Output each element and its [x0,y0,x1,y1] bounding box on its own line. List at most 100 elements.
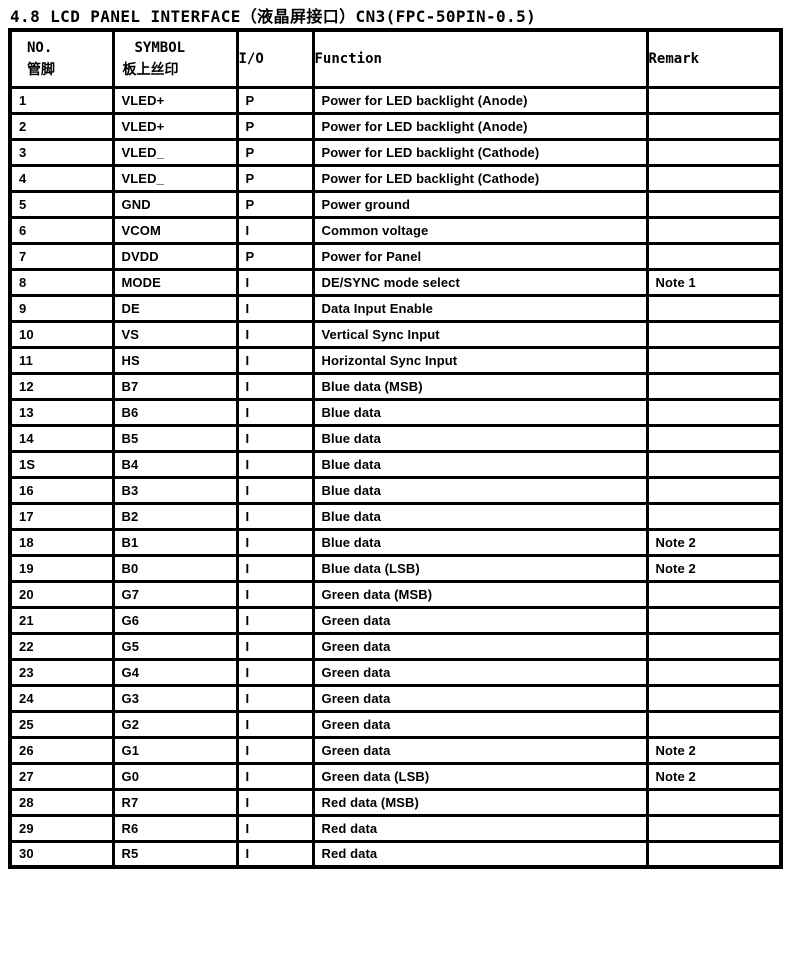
cell-symbol: MODE [111,267,239,297]
cell-io: I [235,579,315,609]
cell-io: I [235,449,315,479]
cell-function: Blue data [311,423,649,453]
table-row: 29 R6 I Red data [8,813,783,843]
cell-io: I [235,553,315,583]
cell-function: Green data [311,709,649,739]
table-row: 13 B6 I Blue data [8,397,783,427]
cell-symbol: VLED_ [111,163,239,193]
cell-function: Red data [311,839,649,869]
cell-no: 25 [8,709,115,739]
cell-remark [645,85,783,115]
cell-io: P [235,163,315,193]
table-row: 7 DVDD P Power for Panel [8,241,783,271]
table-row: 27 G0 I Green data (LSB) Note 2 [8,761,783,791]
cell-function: Common voltage [311,215,649,245]
cell-symbol: HS [111,345,239,375]
cell-symbol: G3 [111,683,239,713]
table-row: 10 VS I Vertical Sync Input [8,319,783,349]
cell-no: 24 [8,683,115,713]
cell-io: P [235,241,315,271]
table-row: 23 G4 I Green data [8,657,783,687]
cell-remark [645,241,783,271]
cell-io: I [235,397,315,427]
cell-function: Green data [311,657,649,687]
cell-function: Blue data [311,501,649,531]
cell-remark [645,111,783,141]
header-function: Function [311,28,649,89]
table-row: 16 B3 I Blue data [8,475,783,505]
cell-no: 28 [8,787,115,817]
cell-io: I [235,839,315,869]
cell-function: Power for LED backlight (Anode) [311,111,649,141]
cell-remark: Note 1 [645,267,783,297]
cell-io: I [235,215,315,245]
cell-symbol: DE [111,293,239,323]
table-row: 20 G7 I Green data (MSB) [8,579,783,609]
cell-io: I [235,787,315,817]
cell-function: Blue data (MSB) [311,371,649,401]
cell-function: Blue data (LSB) [311,553,649,583]
cell-function: Horizontal Sync Input [311,345,649,375]
cell-io: I [235,293,315,323]
table-row: 6 VCOM I Common voltage [8,215,783,245]
cell-remark [645,397,783,427]
cell-no: 30 [8,839,115,869]
cell-no: 29 [8,813,115,843]
cell-symbol: R7 [111,787,239,817]
cell-symbol: GND [111,189,239,219]
cell-no: 22 [8,631,115,661]
cell-symbol: VCOM [111,215,239,245]
cell-function: Data Input Enable [311,293,649,323]
table-row: 8 MODE I DE/SYNC mode select Note 1 [8,267,783,297]
table-header: NO. 管脚 SYMBOL 板上丝印 I/O Function Remark [8,28,783,89]
cell-function: Green data (LSB) [311,761,649,791]
cell-io: I [235,267,315,297]
table-row: 5 GND P Power ground [8,189,783,219]
header-no-en: NO. [27,39,53,56]
cell-io: I [235,605,315,635]
cell-function: Blue data [311,475,649,505]
header-row: NO. 管脚 SYMBOL 板上丝印 I/O Function Remark [8,28,783,89]
table-row: 24 G3 I Green data [8,683,783,713]
cell-io: I [235,683,315,713]
cell-symbol: B2 [111,501,239,531]
cell-io: I [235,709,315,739]
cell-remark [645,657,783,687]
header-remark: Remark [645,28,783,89]
cell-remark [645,319,783,349]
cell-io: I [235,735,315,765]
cell-io: I [235,527,315,557]
cell-symbol: DVDD [111,241,239,271]
cell-remark [645,189,783,219]
cell-function: Green data [311,631,649,661]
cell-remark [645,137,783,167]
table-row: 9 DE I Data Input Enable [8,293,783,323]
cell-remark [645,709,783,739]
cell-remark [645,501,783,531]
cell-symbol: VLED_ [111,137,239,167]
cell-function: Red data (MSB) [311,787,649,817]
cell-symbol: B6 [111,397,239,427]
cell-no: 6 [8,215,115,245]
header-symbol: SYMBOL 板上丝印 [111,28,239,89]
cell-function: Power ground [311,189,649,219]
cell-symbol: R5 [111,839,239,869]
cell-no: 2 [8,111,115,141]
cell-no: 14 [8,423,115,453]
cell-io: I [235,501,315,531]
cell-remark [645,475,783,505]
cell-io: I [235,371,315,401]
cell-no: 5 [8,189,115,219]
table-row: 26 G1 I Green data Note 2 [8,735,783,765]
cell-io: I [235,761,315,791]
cell-symbol: VLED+ [111,85,239,115]
cell-io: P [235,137,315,167]
table-row: 21 G6 I Green data [8,605,783,635]
cell-function: Green data [311,605,649,635]
cell-function: Vertical Sync Input [311,319,649,349]
cell-io: P [235,111,315,141]
table-row: 18 B1 I Blue data Note 2 [8,527,783,557]
cell-remark [645,631,783,661]
cell-no: 26 [8,735,115,765]
section-title: 4.8 LCD PANEL INTERFACE（液晶屏接口）CN3(FPC-50… [10,7,537,26]
